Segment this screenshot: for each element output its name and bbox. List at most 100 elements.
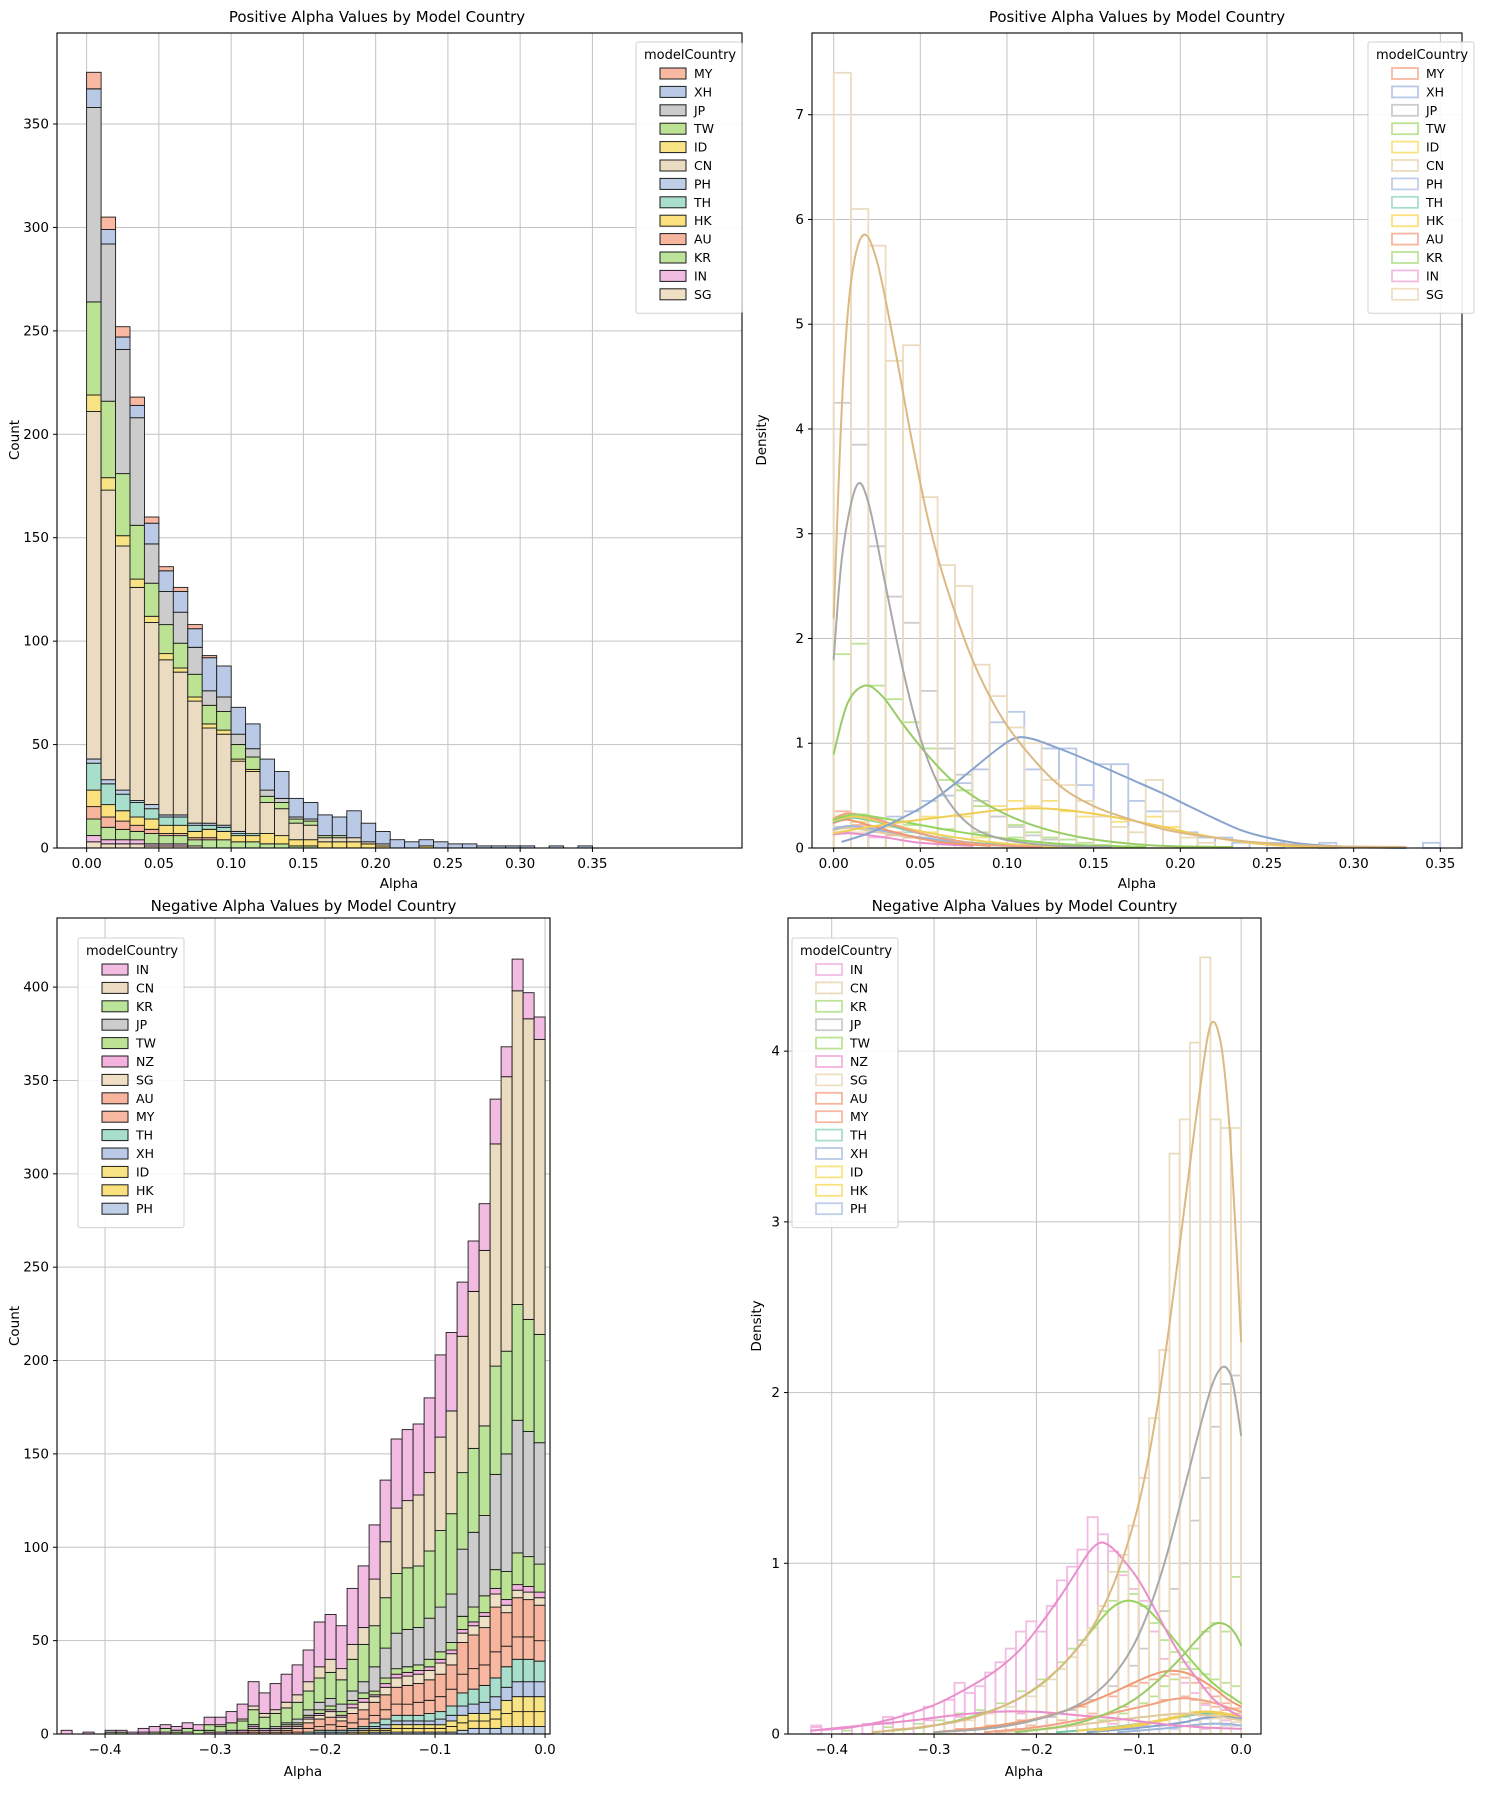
bar-segment-AU: [291, 1727, 304, 1733]
bar-segment-MY: [456, 1673, 469, 1694]
x-tick-label: 0.25: [1252, 856, 1282, 872]
legend-swatch-MY: [1391, 67, 1419, 80]
kde-NZ: [810, 1710, 1243, 1732]
bar-segment-CN: [434, 1436, 447, 1531]
bar-segment-KR: [401, 1567, 414, 1630]
bar-segment-ID: [401, 1724, 414, 1729]
bar-segment-IN: [269, 1683, 282, 1711]
legend-swatch-PH: [659, 177, 687, 190]
bar-segment-CN: [357, 1627, 370, 1645]
bar-segment-SG: [324, 1711, 337, 1718]
bar-segment-IN: [533, 1016, 546, 1040]
x-tick-label: −0.3: [918, 1742, 951, 1758]
bar-segment-HK: [115, 810, 131, 822]
bar-segment-MY: [335, 1726, 348, 1731]
bar-segment-NZ: [489, 1587, 502, 1595]
bar-segment-CN: [423, 1472, 436, 1552]
bar-segment-SG: [489, 1593, 502, 1608]
legend-swatch-JP: [1391, 103, 1419, 117]
legend-swatch-XH: [101, 1147, 129, 1160]
bar-segment-MY: [302, 1727, 315, 1733]
bar-segment-AU: [401, 1685, 414, 1705]
bar-segment-TW: [434, 1651, 447, 1660]
bar-segment-JP: [434, 1606, 447, 1653]
bar-segment-KR: [247, 1709, 260, 1726]
legend-negative-stacked-histogram: modelCountry IN CN KR JP TW NZ SG AU MY TH XH ID HK PH: [77, 937, 185, 1229]
kde-CN: [832, 233, 1407, 848]
bar-segment-XH: [461, 843, 478, 849]
x-tick-label: −0.2: [1020, 1742, 1053, 1758]
y-tick-label: 200: [23, 1353, 49, 1369]
bar-segment-KR: [172, 835, 189, 845]
y-tick-label: 4: [795, 421, 804, 437]
bar-segment-HK: [288, 839, 304, 847]
bar-segment-KR: [478, 1425, 491, 1516]
x-tick-label: 0.10: [992, 856, 1022, 872]
y-tick-label: 300: [23, 220, 49, 236]
bar-segment-JP: [500, 1453, 513, 1572]
x-axis-label-positive-hist: Alpha: [379, 876, 419, 892]
bar-segment-TH: [522, 1658, 535, 1683]
legend-swatch-KR: [1391, 251, 1419, 264]
legend-label-JP: JP: [1425, 103, 1438, 118]
bar-segment-SG: [500, 1604, 513, 1614]
legend-label-MY: MY: [136, 1109, 155, 1124]
y-tick-label: 100: [23, 634, 49, 650]
bar-segment-CN: [379, 1541, 392, 1599]
bar-segment-XH: [187, 628, 203, 648]
x-tick-label: 0.05: [905, 856, 935, 872]
y-tick-label: 2: [771, 1385, 780, 1401]
y-tick-label: 1: [795, 736, 804, 752]
y-axis-label-positive-hist: Count: [7, 419, 23, 461]
bar-segment-ID: [187, 696, 203, 702]
bar-segment-TW: [478, 1595, 491, 1614]
bar-segment-XH: [533, 1681, 546, 1698]
bar-segment-ID: [412, 1724, 425, 1729]
bar-segment-AU: [489, 1606, 502, 1653]
bar-segment-AU: [412, 1683, 425, 1703]
legend-label-TW: TW: [849, 1036, 870, 1051]
bar-segment-KR: [291, 1701, 304, 1720]
bar-segment-TW: [86, 301, 102, 396]
bar-segment-CN: [313, 1666, 326, 1679]
bar-segment-PH: [522, 1726, 535, 1735]
bar-segment-SG: [478, 1615, 491, 1629]
y-tick-label: 0: [771, 1727, 780, 1743]
bar-segment-HK: [201, 828, 218, 839]
legend-swatch-TW: [815, 1036, 843, 1050]
bar-segment-CN: [129, 586, 145, 801]
bar-segment-IN: [434, 1354, 447, 1438]
bar-segment-TW: [324, 1705, 337, 1711]
bar-segment-TH: [129, 802, 145, 818]
bar-segment-TW: [500, 1571, 513, 1600]
y-tick-label: 350: [23, 1073, 49, 1089]
bar-segment-XH: [447, 843, 463, 849]
bar-segment-HK: [274, 835, 290, 845]
bar-segment-HK: [172, 824, 189, 834]
bar-segment-HK: [317, 841, 333, 849]
x-tick-label: 0.15: [1079, 856, 1109, 872]
bar-segment-SG: [390, 1677, 403, 1688]
bar-segment-CN: [269, 1709, 282, 1714]
bar-segment-HK: [533, 1711, 546, 1727]
legend-label-AU: AU: [1426, 232, 1444, 247]
legend-label-IN: IN: [1426, 268, 1439, 283]
bar-segment-XH: [522, 1681, 535, 1698]
bar-segment-XH: [379, 1724, 392, 1729]
bar-segment-JP: [401, 1628, 414, 1668]
bar-segment-TW: [533, 1563, 546, 1593]
bar-segment-IN: [313, 1621, 326, 1668]
legend-swatch-PH: [101, 1202, 129, 1215]
bar-segment-TW: [115, 473, 131, 537]
bar-segment-IN: [379, 1479, 392, 1543]
x-tick-label: −0.4: [89, 1742, 122, 1758]
bar-segment-CN: [522, 1018, 535, 1320]
chart-title-negative-density: Negative Alpha Values by Model Country: [871, 897, 1178, 915]
bar-segment-ID: [478, 1713, 491, 1722]
bar-segment-HK: [143, 818, 160, 830]
bar-segment-KR: [143, 833, 160, 845]
bar-segment-TH: [533, 1660, 546, 1683]
bar-segment-CN: [280, 1701, 293, 1709]
bar-segment-TH: [434, 1711, 447, 1720]
bar-segment-XH: [274, 771, 290, 799]
